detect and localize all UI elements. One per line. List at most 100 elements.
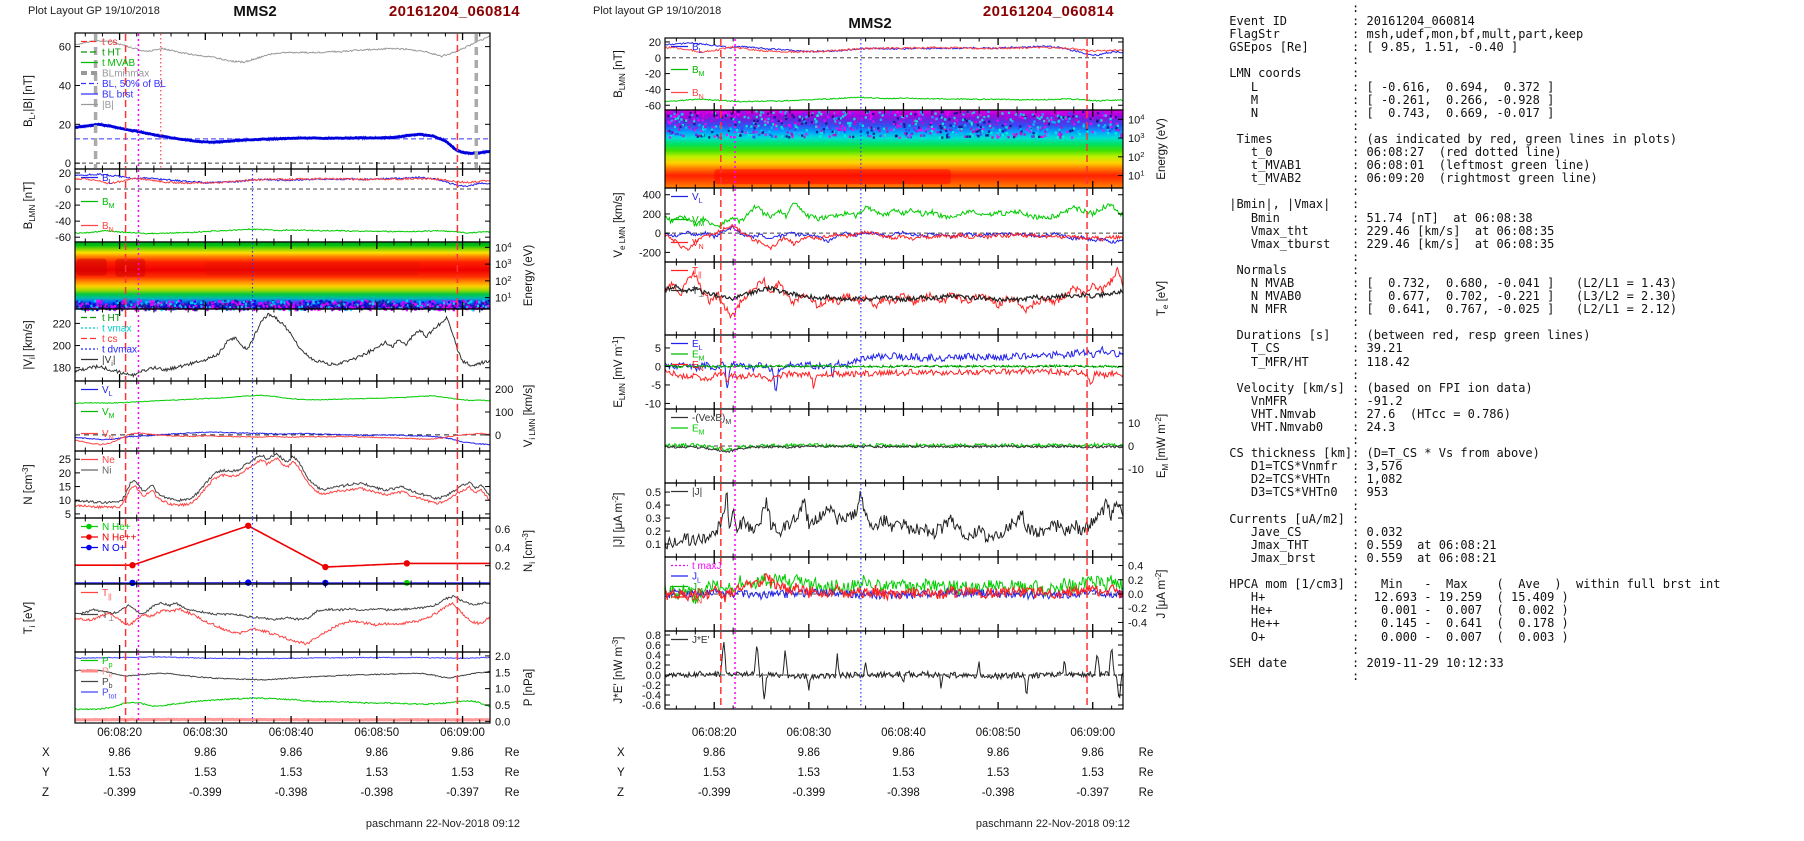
middle-plot-layout-label: Plot layout GP 19/10/2018 (593, 5, 722, 17)
ephemeris-value: 9.86 (1082, 747, 1104, 759)
event-info-panel: : Event ID : 20161204_060814 FlagStr : m… (1229, 1, 1721, 683)
legend-label: BN (692, 88, 704, 101)
y-tick-label: 220 (53, 318, 71, 330)
y-tick-label: 100 (495, 407, 513, 419)
series-VM (665, 202, 1123, 229)
ephemeris-value: 1.53 (798, 767, 820, 779)
x-tick-label: 06:09:00 (440, 727, 485, 739)
legend-label: T⊥ (102, 610, 114, 623)
y-tick-label: 0.4 (646, 500, 661, 512)
ephemeris-value: -0.399 (698, 787, 731, 799)
legend-label: JN (692, 593, 702, 606)
middle-figure-title: MMS2 (848, 15, 892, 32)
left-event-id: 20161204_060814 (388, 3, 520, 20)
legend-label: t cs (102, 334, 118, 345)
series-Tpara (75, 601, 490, 646)
y-axis-label-right: Ni [cm-3] (521, 530, 537, 572)
y-tick-label: -10 (645, 398, 661, 410)
y-tick-label: 0.2 (495, 561, 510, 573)
ephemeris-value: -0.399 (793, 787, 826, 799)
ephemeris-value: -0.398 (887, 787, 920, 799)
series-Tperp (665, 283, 1123, 304)
middle-panel-electron-spectrogram: 104 103 102 101 Energy (eV) (664, 109, 1168, 189)
y-axis-label: BL,|B| [nT] (23, 75, 37, 127)
ephemeris-value: 1.53 (108, 767, 130, 779)
legend-label: Pp (102, 656, 113, 669)
middle-panel-exb-compare: 10 0 -10 EM [mW m-2] -(VexB)MEM (664, 408, 1170, 484)
legend-label: EM (692, 424, 705, 437)
y-tick-label: 103 (495, 257, 512, 271)
legend-label: VN (692, 238, 704, 251)
y-tick-label: 0 (655, 228, 661, 240)
y-tick-label: 0.0 (646, 670, 661, 682)
y-tick-label: 200 (495, 384, 513, 396)
series-Jmag (665, 490, 1123, 550)
ephemeris-value: 9.86 (108, 747, 130, 759)
ephemeris-value: -0.399 (103, 787, 136, 799)
y-tick-label: -0.2 (1128, 603, 1147, 615)
series-EL (665, 345, 1123, 392)
y-tick-label: 0.8 (646, 630, 661, 642)
legend-label: VM (102, 407, 115, 420)
y-tick-label: 20 (649, 37, 661, 49)
y-tick-label: -20 (55, 200, 71, 212)
ephemeris-value: 9.86 (366, 747, 388, 759)
legend-label: |J| (692, 487, 702, 498)
ephemeris-value: 9.86 (987, 747, 1009, 759)
y-axis-label: |J| [μA m-2] (611, 493, 625, 548)
series-VM (75, 394, 490, 405)
ephemeris-value: 1.53 (703, 767, 725, 779)
y-tick-label: -40 (645, 84, 661, 96)
legend-label: Ni (102, 466, 111, 477)
series-JdotE (665, 642, 1123, 700)
y-axis-label-right: Vi LMN [km/s] (523, 385, 537, 448)
middle-event-id: 20161204_060814 (982, 3, 1114, 20)
ephemeris-unit: Re (1139, 767, 1154, 779)
y-axis-label-right: Energy (eV) (1156, 118, 1168, 180)
middle-panel-ve-lmn: 400 200 0 -200 Ve LMN [km/s] VL VM VN (613, 187, 1124, 263)
y-tick-label: 0.4 (1128, 561, 1143, 573)
left-panel-vlmn: 200 100 0 Vi LMN [km/s] VL VM VN (74, 380, 537, 452)
middle-panel-jmag: 0.50.40.30.20.1 |J| [μA m-2] |J| (611, 482, 1124, 558)
y-tick-label: 104 (1128, 112, 1145, 126)
legend-label: t dvmax (102, 345, 137, 356)
series-Tpara (665, 266, 1123, 320)
legend-label: T|| (692, 266, 702, 279)
y-axis-label: Ve LMN [km/s] (613, 192, 627, 257)
series-JN (665, 572, 1123, 603)
y-tick-label: 25 (59, 454, 71, 466)
series-Tperp (75, 595, 490, 622)
left-panel-hot-ion-density: 0.6 0.4 0.2 Ni [cm-3] N He+N He++N O+ (74, 517, 537, 587)
series-Bmag (75, 34, 490, 64)
y-tick-label: 101 (495, 291, 512, 305)
y-tick-label: 104 (495, 240, 512, 254)
y-tick-label: 10 (59, 495, 71, 507)
y-tick-label: 5 (655, 343, 661, 355)
y-tick-label: 2.0 (495, 651, 510, 663)
ephemeris-unit: Re (505, 767, 520, 779)
series-EN (665, 367, 1123, 389)
y-tick-label: 1.0 (495, 684, 510, 696)
y-tick-label: 0 (655, 361, 661, 373)
series-Ni (75, 452, 490, 504)
ephemeris-value: -0.398 (361, 787, 394, 799)
ephemeris-unit: Re (1139, 747, 1154, 759)
series-VexBM (665, 444, 1123, 454)
y-axis-label-right: J [μA m-2] (1154, 570, 1168, 619)
ephemeris-row-label: Y (42, 767, 50, 779)
legend-label: JM (692, 582, 703, 595)
y-tick-label: -60 (55, 232, 71, 244)
ephemeris-value: -0.398 (275, 787, 308, 799)
y-tick-label: 15 (59, 482, 71, 494)
ephemeris-value: 1.53 (1082, 767, 1104, 779)
series-VN (75, 432, 490, 446)
y-tick-label: 0.2 (646, 526, 661, 538)
y-axis-label: J*E' [nW m-3] (611, 637, 625, 704)
series-Vi (75, 312, 490, 378)
y-axis-label-right: EM [mW m-2] (1154, 414, 1170, 478)
x-tick-label: 06:08:50 (976, 727, 1021, 739)
series-Pe (75, 717, 490, 722)
